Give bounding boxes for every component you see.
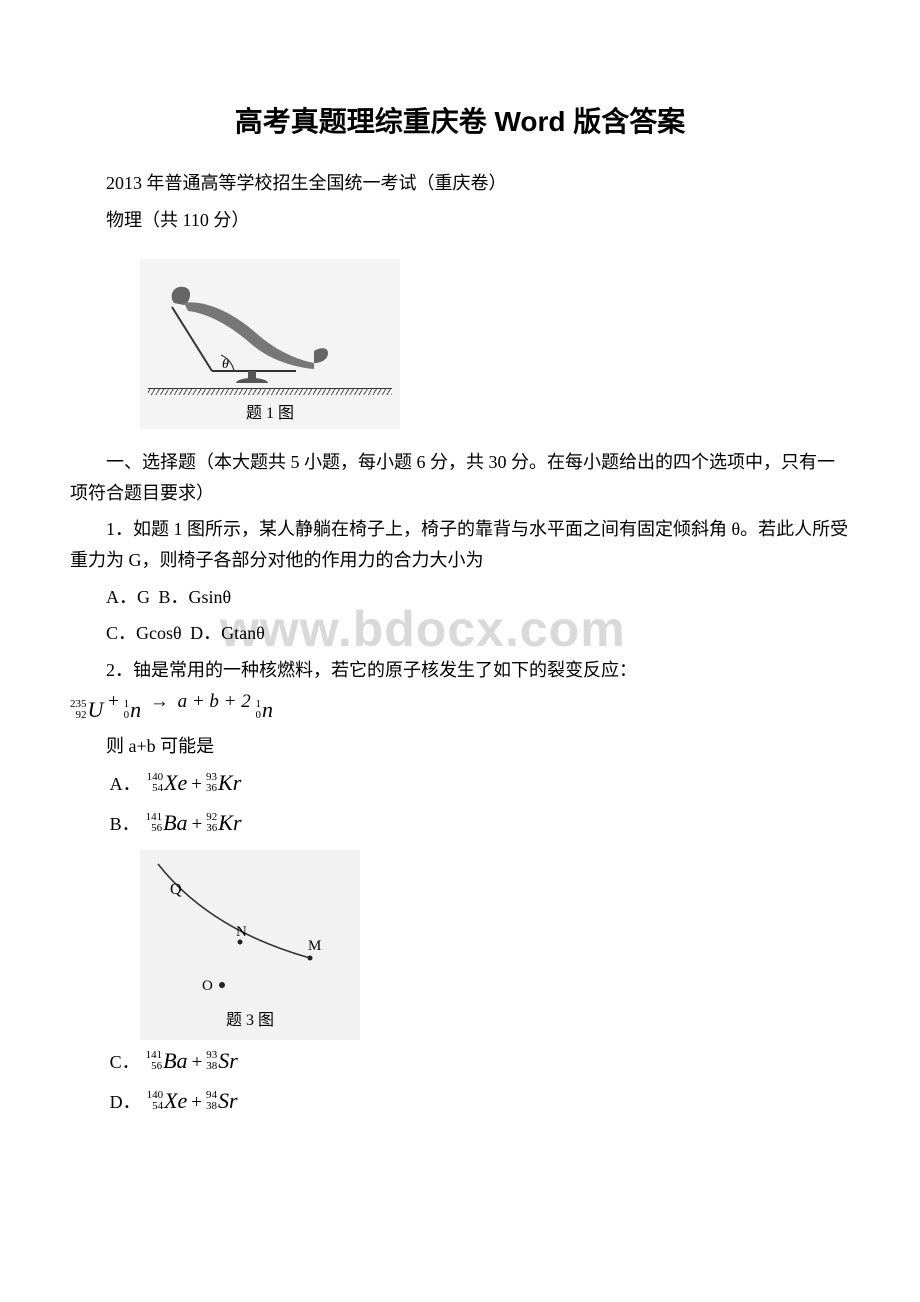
question-2-formula: 23592 U + 10 n → a + b + 2 10 n <box>70 691 850 723</box>
q2-option-d: D． 14054Xe + 9438Sr <box>110 1088 850 1114</box>
page-title: 高考真题理综重庆卷 Word 版含答案 <box>70 100 850 140</box>
q2-option-c: C． 14156Ba + 9338Sr <box>110 1048 850 1074</box>
fig3-point-o <box>219 982 225 988</box>
question-1-text: 1．如题 1 图所示，某人静躺在椅子上，椅子的靠背与水平面之间有固定倾斜角 θ。… <box>70 514 850 575</box>
exam-header-2: 物理（共 110 分） <box>70 205 850 236</box>
figure-3-caption: 题 3 图 <box>140 1006 360 1030</box>
figure-1: θ 题 1 图 <box>140 259 400 429</box>
section-1-heading: 一、选择题（本大题共 5 小题，每小题 6 分，共 30 分。在每小题给出的四个… <box>70 447 850 508</box>
nuclide-n2: 10 n <box>256 697 274 723</box>
fig3-label-o: O <box>202 978 213 994</box>
q1-option-a: A．G <box>106 587 150 607</box>
document-page: 高考真题理综重庆卷 Word 版含答案 2013 年普通高等学校招生全国统一考试… <box>0 0 920 1188</box>
recliner-drawing: θ <box>164 273 374 383</box>
figure-3-svg: Q N M O <box>140 850 360 1010</box>
fig3-label-m: M <box>308 938 321 954</box>
nuclide-n1: 10 n <box>124 697 142 723</box>
question-2-text: 2．铀是常用的一种核燃料，若它的原子核发生了如下的裂变反应： <box>70 655 850 686</box>
exam-header-1: 2013 年普通高等学校招生全国统一考试（重庆卷） <box>70 168 850 199</box>
fig3-label-n: N <box>236 924 247 940</box>
angle-theta-label: θ <box>222 357 229 372</box>
q1-option-c: C．Gcosθ <box>106 623 182 643</box>
nuclide-u235: 23592 U <box>70 697 103 723</box>
q2-option-a: A． 14054Xe + 9336Kr <box>110 770 850 796</box>
ground-hatch <box>148 388 392 395</box>
q2-option-b: B． 14156Ba + 9236Kr <box>110 810 850 836</box>
figure-1-caption: 题 1 图 <box>140 399 400 423</box>
arrow-icon: → <box>150 691 169 712</box>
question-2-then: 则 a+b 可能是 <box>70 731 850 762</box>
q1-option-d: D．Gtanθ <box>190 623 265 643</box>
fig3-label-q: Q <box>170 881 182 898</box>
question-1-row2: C．Gcosθ D．Gtanθ <box>70 618 850 649</box>
figure-3: Q N M O 题 3 图 <box>140 850 360 1040</box>
